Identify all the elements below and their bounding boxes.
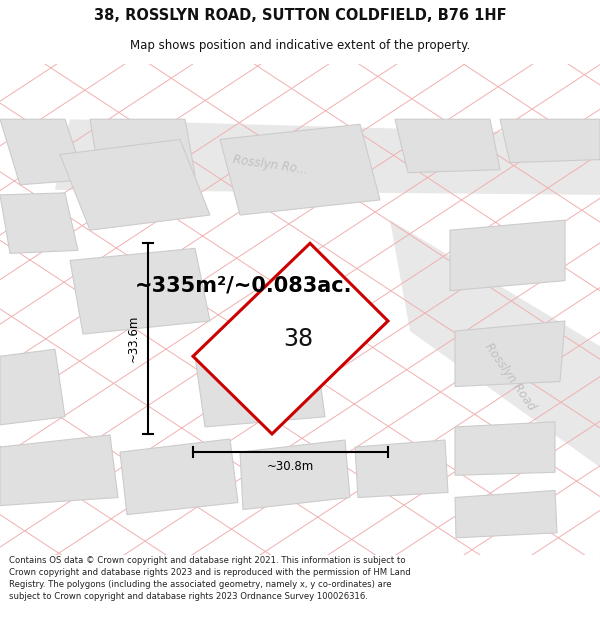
Polygon shape: [390, 220, 600, 468]
Polygon shape: [0, 193, 78, 253]
Polygon shape: [0, 435, 118, 506]
Polygon shape: [450, 220, 565, 291]
Text: 38: 38: [284, 327, 314, 351]
Polygon shape: [90, 119, 195, 180]
Text: Rosslyn Road: Rosslyn Road: [482, 340, 538, 412]
Polygon shape: [395, 119, 500, 172]
Polygon shape: [60, 139, 210, 230]
Polygon shape: [0, 119, 85, 185]
Polygon shape: [240, 440, 350, 509]
Polygon shape: [455, 321, 565, 386]
Polygon shape: [193, 243, 388, 434]
Polygon shape: [355, 440, 448, 498]
Polygon shape: [120, 439, 238, 514]
Text: ~33.6m: ~33.6m: [127, 315, 140, 362]
Text: Contains OS data © Crown copyright and database right 2021. This information is : Contains OS data © Crown copyright and d…: [9, 556, 411, 601]
Polygon shape: [70, 248, 210, 334]
Text: Map shows position and indicative extent of the property.: Map shows position and indicative extent…: [130, 39, 470, 52]
Polygon shape: [55, 119, 600, 195]
Text: ~335m²/~0.083ac.: ~335m²/~0.083ac.: [135, 276, 353, 296]
Polygon shape: [0, 349, 65, 425]
Text: 38, ROSSLYN ROAD, SUTTON COLDFIELD, B76 1HF: 38, ROSSLYN ROAD, SUTTON COLDFIELD, B76 …: [94, 8, 506, 23]
Polygon shape: [195, 344, 325, 427]
Text: Rosslyn Ro...: Rosslyn Ro...: [232, 153, 308, 176]
Polygon shape: [455, 422, 555, 475]
Text: ~30.8m: ~30.8m: [267, 460, 314, 473]
Polygon shape: [455, 491, 557, 538]
Polygon shape: [220, 124, 380, 215]
Polygon shape: [500, 119, 600, 162]
